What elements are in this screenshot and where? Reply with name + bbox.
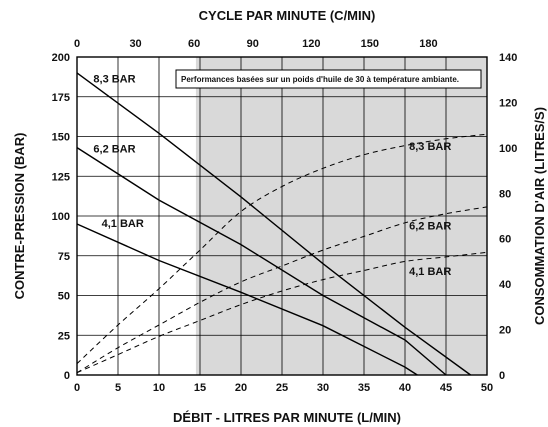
y-left-tick-label: 50 [58,291,70,303]
y-left-tick-label: 100 [52,211,70,223]
y-axis-left-title: CONTRE-PRESSION (BAR) [12,133,27,300]
series-label-1: 6,2 BAR [93,143,135,155]
y-left-tick-label: 75 [58,251,70,263]
top-tick-label: 180 [419,38,437,50]
annotation-text: Performances basées sur un poids d'huile… [181,75,459,84]
x-tick-label: 35 [358,382,370,394]
y-right-tick-label: 140 [499,52,517,64]
air-consumption-line-1 [76,206,488,374]
tick-labels: 0 5 10 15 20 25 30 35 40 45 50 0 30 60 90 120 150 180 0 25 5… [52,38,518,394]
pressure-line-1 [76,147,447,376]
x-tick-label: 25 [276,382,288,394]
air-consumption-line-2 [76,251,488,374]
x-tick-label: 20 [235,382,247,394]
air-consumption-line-0 [76,133,488,364]
top-tick-label: 60 [188,38,200,50]
series-labels: 8,3 BAR 6,2 BAR 4,1 BAR 8,3 BAR 6,2 BAR 4,1 B… [93,73,451,278]
plot-frame [76,56,488,376]
y-left-tick-label: 150 [52,132,70,144]
top-axis-title: CYCLE PAR MINUTE (C/MIN) [199,8,376,23]
top-tick-label: 30 [129,38,141,50]
x-tick-label: 0 [74,382,80,394]
series-label-0: 8,3 BAR [93,73,135,85]
x-tick-label: 50 [481,382,493,394]
x-tick-label: 15 [194,382,206,394]
y-right-tick-label: 120 [499,97,517,109]
y-left-tick-label: 125 [52,171,70,183]
pressure-line-0 [76,72,472,376]
y-left-tick-label: 0 [64,370,70,382]
x-tick-label: 5 [115,382,121,394]
x-tick-label: 10 [153,382,165,394]
y-right-tick-label: 20 [499,325,511,337]
series-label-2: 4,1 BAR [102,218,144,230]
y-left-tick-label: 25 [58,330,70,342]
y-right-tick-label: 100 [499,143,517,155]
y-right-tick-label: 80 [499,188,511,200]
top-tick-label: 90 [247,38,259,50]
x-axis-title: DÉBIT - LITRES PAR MINUTE (L/MIN) [173,410,401,425]
top-tick-label: 120 [302,38,320,50]
top-tick-label: 150 [361,38,379,50]
x-tick-label: 30 [317,382,329,394]
series-label-5: 4,1 BAR [409,266,451,278]
top-tick-label: 0 [74,38,80,50]
y-axis-right-title: CONSOMMATION D'AIR (LITRES/S) [532,107,547,325]
y-right-tick-label: 60 [499,234,511,246]
x-tick-label: 40 [399,382,411,394]
series-group [76,72,488,376]
y-left-tick-label: 200 [52,52,70,64]
pressure-line-2 [76,223,418,376]
x-tick-label: 45 [440,382,452,394]
series-label-3: 8,3 BAR [409,141,451,153]
y-right-tick-label: 40 [499,279,511,291]
y-left-tick-label: 175 [52,92,70,104]
annotation-box: Performances basées sur un poids d'huile… [175,69,482,89]
y-right-tick-label: 0 [499,370,505,382]
series-label-4: 6,2 BAR [409,221,451,233]
